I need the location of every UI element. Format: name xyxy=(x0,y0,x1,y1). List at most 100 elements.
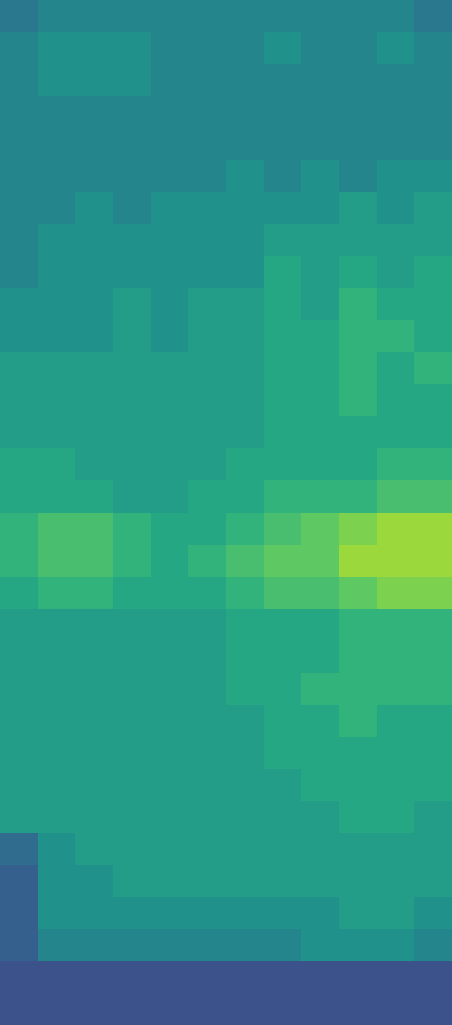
cell xyxy=(414,0,452,32)
cell xyxy=(226,865,264,897)
cell xyxy=(75,609,113,641)
cell xyxy=(188,0,226,32)
cell xyxy=(38,865,75,897)
cell xyxy=(226,897,264,929)
cell xyxy=(151,705,188,737)
cell xyxy=(188,513,226,545)
cell xyxy=(377,352,414,384)
cell xyxy=(377,673,414,705)
cell xyxy=(188,256,226,288)
cell xyxy=(75,993,113,1025)
cell xyxy=(38,352,75,384)
cell xyxy=(339,609,377,641)
cell xyxy=(75,769,113,801)
cell xyxy=(301,865,339,897)
cell xyxy=(188,737,226,769)
cell xyxy=(188,224,226,256)
cell xyxy=(301,513,339,545)
cell xyxy=(339,929,377,961)
cell xyxy=(0,897,38,929)
cell xyxy=(188,673,226,705)
cell xyxy=(377,961,414,993)
cell xyxy=(75,352,113,384)
cell xyxy=(339,320,377,352)
cell xyxy=(301,801,339,833)
cell xyxy=(226,416,264,448)
cell xyxy=(339,961,377,993)
cell xyxy=(188,929,226,961)
cell xyxy=(377,609,414,641)
cell xyxy=(0,929,38,961)
cell xyxy=(226,384,264,416)
cell xyxy=(301,609,339,641)
cell xyxy=(226,705,264,737)
cell xyxy=(75,128,113,160)
cell xyxy=(414,833,452,865)
cell xyxy=(301,993,339,1025)
cell xyxy=(38,961,75,993)
cell xyxy=(0,96,38,128)
cell xyxy=(264,865,301,897)
cell xyxy=(113,641,151,673)
cell xyxy=(38,0,75,32)
cell xyxy=(414,801,452,833)
cell xyxy=(188,416,226,448)
cell xyxy=(0,865,38,897)
cell xyxy=(264,993,301,1025)
cell xyxy=(75,577,113,609)
cell xyxy=(301,352,339,384)
cell xyxy=(151,833,188,865)
cell xyxy=(188,320,226,352)
cell xyxy=(188,64,226,96)
cell xyxy=(226,448,264,480)
cell xyxy=(113,352,151,384)
cell xyxy=(75,545,113,577)
cell xyxy=(75,801,113,833)
cell xyxy=(377,128,414,160)
cell xyxy=(339,64,377,96)
cell xyxy=(264,96,301,128)
cell xyxy=(264,416,301,448)
cell xyxy=(0,352,38,384)
cell xyxy=(264,545,301,577)
cell xyxy=(339,384,377,416)
cell xyxy=(301,256,339,288)
cell xyxy=(301,737,339,769)
cell xyxy=(113,993,151,1025)
cell xyxy=(38,128,75,160)
cell xyxy=(226,320,264,352)
cell xyxy=(113,128,151,160)
cell xyxy=(301,705,339,737)
cell xyxy=(414,416,452,448)
cell xyxy=(414,288,452,320)
cell xyxy=(226,192,264,224)
cell xyxy=(301,577,339,609)
cell xyxy=(113,609,151,641)
cell xyxy=(264,609,301,641)
cell xyxy=(339,577,377,609)
cell xyxy=(38,320,75,352)
cell xyxy=(377,769,414,801)
cell xyxy=(414,192,452,224)
cell xyxy=(75,961,113,993)
cell xyxy=(226,480,264,513)
cell xyxy=(264,448,301,480)
cell xyxy=(188,769,226,801)
cell xyxy=(339,897,377,929)
cell xyxy=(226,224,264,256)
cell xyxy=(226,641,264,673)
cell xyxy=(0,673,38,705)
cell xyxy=(113,705,151,737)
cell xyxy=(226,288,264,320)
cell xyxy=(75,737,113,769)
cell xyxy=(377,32,414,64)
cell xyxy=(0,0,38,32)
cell xyxy=(151,801,188,833)
cell xyxy=(226,513,264,545)
cell xyxy=(414,224,452,256)
cell xyxy=(339,128,377,160)
cell xyxy=(377,897,414,929)
cell xyxy=(264,480,301,513)
cell xyxy=(264,929,301,961)
cell xyxy=(226,577,264,609)
